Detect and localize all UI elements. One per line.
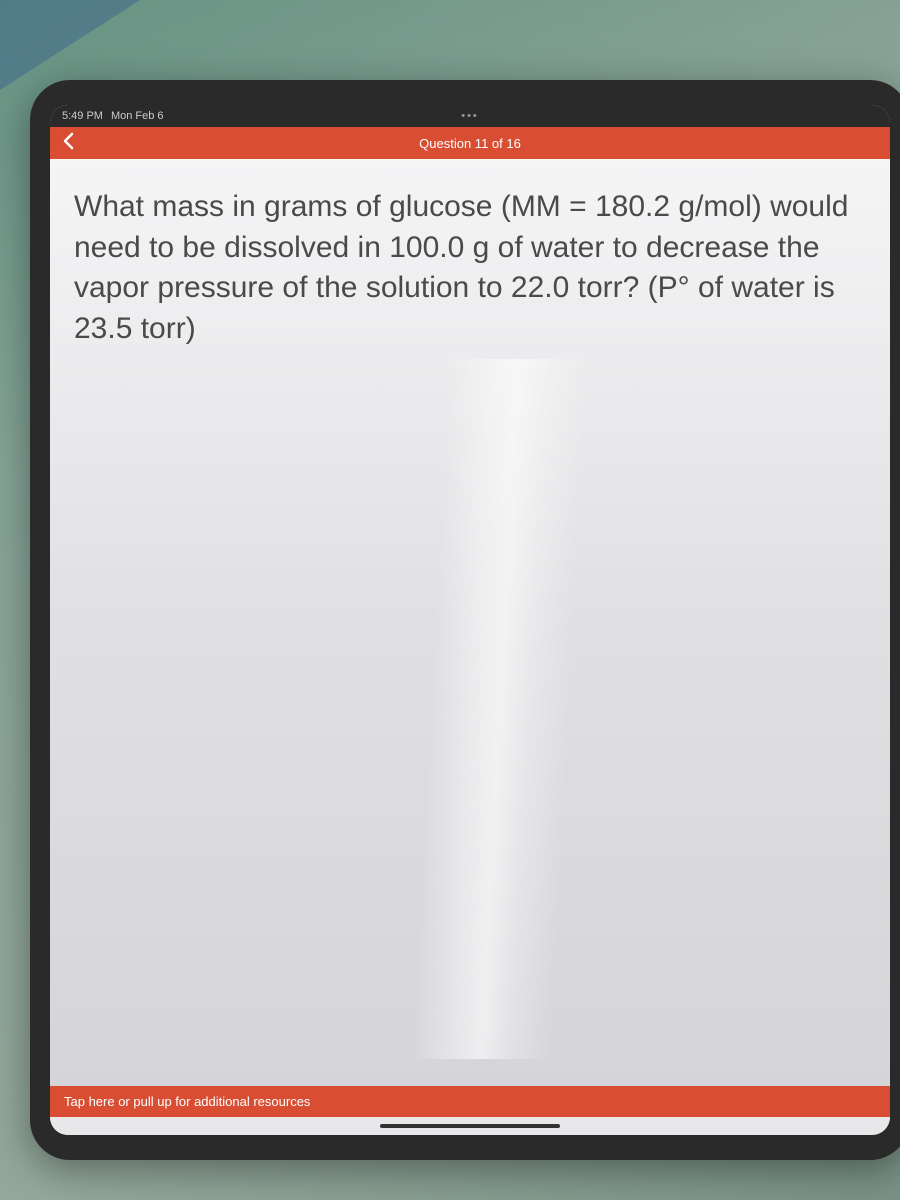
home-indicator-area (50, 1117, 890, 1135)
tablet-screen: 5:49 PM Mon Feb 6 ••• Question 11 of 16 … (50, 105, 890, 1135)
back-chevron-icon[interactable] (50, 132, 86, 155)
screen-reflection (412, 359, 589, 1059)
question-counter: Question 11 of 16 (419, 136, 521, 151)
home-indicator[interactable] (380, 1124, 560, 1128)
status-time: 5:49 PM (62, 110, 103, 122)
background-corner (0, 0, 140, 90)
more-icon[interactable]: ••• (461, 110, 479, 122)
question-content-area: What mass in grams of glucose (MM = 180.… (50, 159, 890, 1086)
tablet-device-frame: 5:49 PM Mon Feb 6 ••• Question 11 of 16 … (30, 80, 900, 1160)
status-date: Mon Feb 6 (111, 110, 164, 122)
question-text: What mass in grams of glucose (MM = 180.… (74, 187, 866, 349)
resources-hint-text: Tap here or pull up for additional resou… (64, 1094, 310, 1109)
ios-status-bar: 5:49 PM Mon Feb 6 ••• (50, 105, 890, 127)
resources-bar[interactable]: Tap here or pull up for additional resou… (50, 1086, 890, 1117)
status-bar-left: 5:49 PM Mon Feb 6 (62, 110, 164, 122)
app-header-bar: Question 11 of 16 (50, 127, 890, 159)
